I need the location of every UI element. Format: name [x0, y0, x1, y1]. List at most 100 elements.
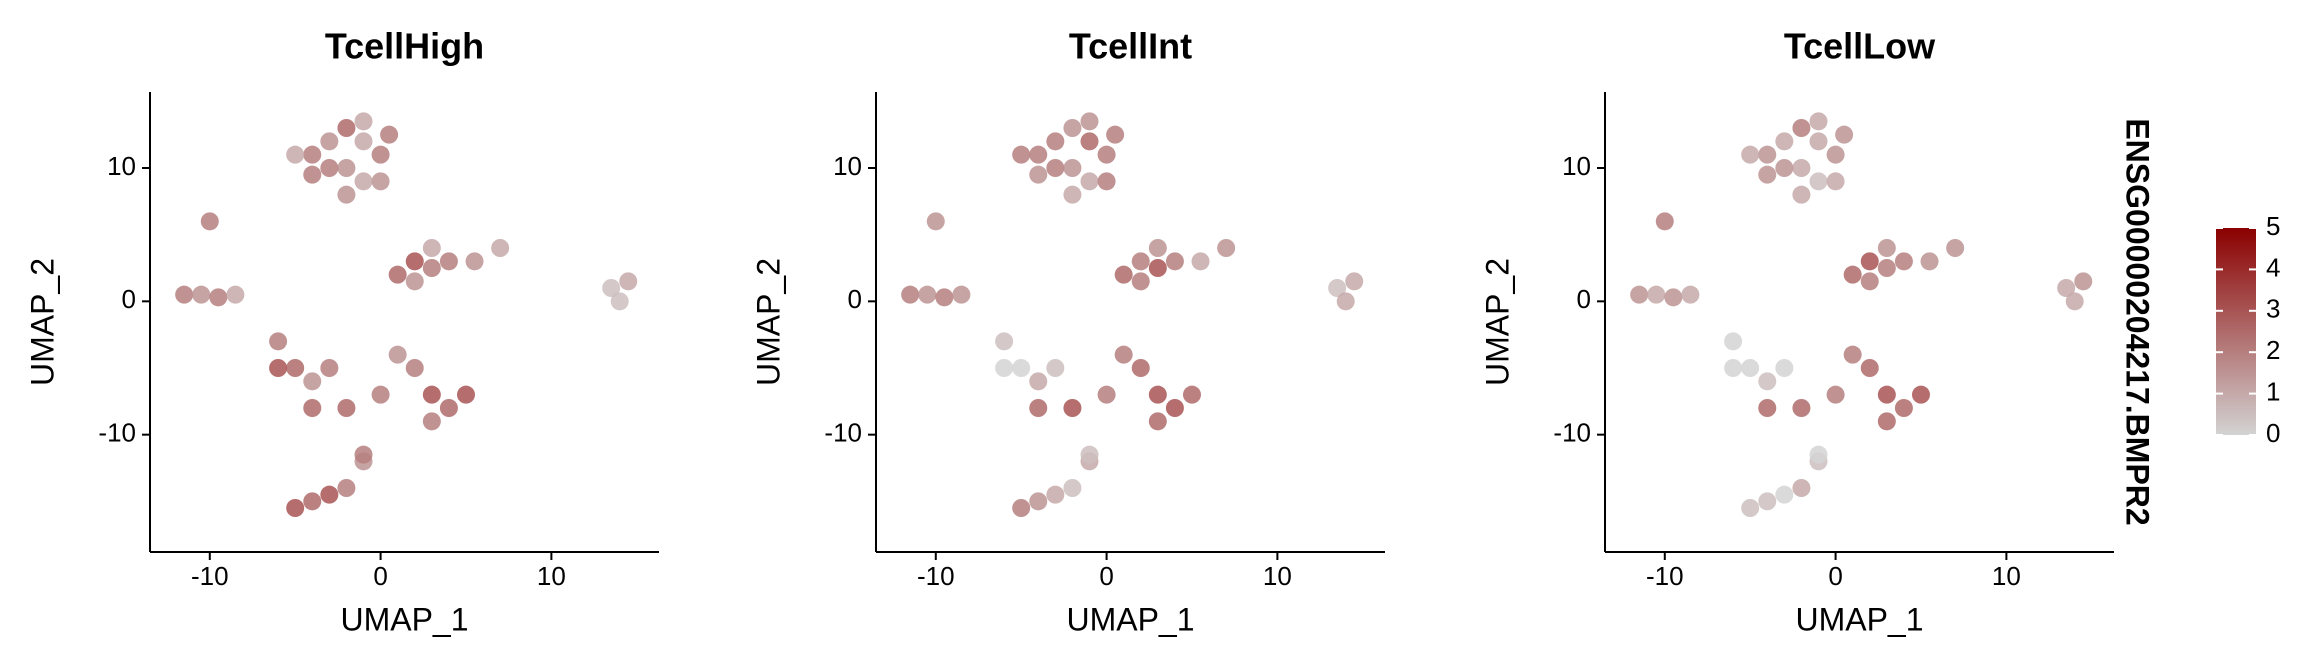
cell-point	[269, 359, 288, 377]
cell-point	[1775, 132, 1794, 151]
cell-point	[1758, 145, 1777, 164]
cell-point	[1681, 285, 1700, 304]
cell-point	[1758, 399, 1777, 417]
cell-point	[1217, 239, 1236, 257]
colorbar-tick-label: 4	[2266, 252, 2280, 282]
cell-point	[918, 285, 937, 304]
cell-point	[1664, 288, 1683, 307]
cell-point	[337, 479, 356, 497]
cell-point	[1191, 252, 1210, 271]
panel-title: TcellInt	[1069, 26, 1192, 67]
cell-point	[1182, 385, 1201, 404]
y-tick-label: 10	[107, 151, 136, 181]
cell-point	[1063, 399, 1082, 417]
cell-point	[1877, 412, 1896, 431]
cell-point	[1131, 252, 1150, 271]
cell-point	[1724, 332, 1743, 351]
x-axis-label: UMAP_1	[1066, 601, 1194, 637]
cell-point	[995, 332, 1014, 351]
colorbar	[2216, 228, 2256, 435]
cell-point	[303, 492, 322, 511]
cell-point	[388, 345, 407, 364]
x-tick-label: -10	[917, 561, 955, 591]
cell-point	[2057, 279, 2076, 297]
cell-point	[303, 372, 322, 391]
cell-point	[388, 265, 407, 284]
cell-point	[926, 212, 945, 231]
cell-point	[303, 145, 322, 164]
cell-point	[320, 359, 339, 377]
cell-point	[175, 285, 194, 304]
cell-point	[1012, 145, 1031, 164]
cell-point	[1775, 485, 1794, 504]
cell-point	[439, 252, 458, 271]
y-tick-label: 0	[848, 284, 862, 314]
cell-point	[1148, 259, 1167, 277]
cell-point	[952, 285, 971, 304]
cell-point	[1647, 285, 1666, 304]
cell-point	[303, 399, 322, 417]
cell-point	[1080, 132, 1099, 151]
cell-point	[320, 485, 339, 504]
colorbar-tick-label: 2	[2266, 335, 2280, 365]
cell-point	[1877, 239, 1896, 257]
cell-point	[491, 239, 510, 257]
cell-point	[1046, 159, 1065, 177]
y-tick-label: 0	[1577, 284, 1591, 314]
cell-point	[337, 399, 356, 417]
cell-point	[209, 288, 228, 307]
panel-title: TcellLow	[1784, 26, 1936, 67]
cell-point	[286, 359, 305, 377]
cell-point	[1741, 145, 1760, 164]
cell-point	[1843, 345, 1862, 364]
cell-point	[371, 172, 390, 191]
cell-point	[405, 359, 424, 377]
cell-point	[1860, 272, 1879, 291]
cell-point	[1792, 479, 1811, 497]
cell-point	[269, 332, 288, 351]
cell-point	[1336, 292, 1355, 311]
y-axis-label: UMAP_2	[24, 258, 60, 386]
x-tick-label: 10	[1263, 561, 1292, 591]
cell-point	[1835, 125, 1854, 144]
x-tick-label: 10	[1992, 561, 2021, 591]
cell-point	[1630, 285, 1649, 304]
cell-point	[354, 112, 373, 131]
cell-point	[1165, 252, 1184, 271]
colorbar-tick-label: 0	[2266, 418, 2280, 448]
cell-point	[1029, 372, 1048, 391]
cell-point	[1328, 279, 1347, 297]
cell-point	[371, 145, 390, 164]
cell-point	[2074, 272, 2093, 291]
cell-point	[1894, 399, 1913, 417]
cell-point	[1792, 159, 1811, 177]
cell-point	[1911, 385, 1930, 404]
cell-point	[901, 285, 920, 304]
cell-point	[1826, 172, 1845, 191]
cell-point	[226, 285, 245, 304]
cell-point	[1131, 272, 1150, 291]
x-tick-label: 0	[1099, 561, 1113, 591]
x-tick-label: 10	[537, 561, 566, 591]
cell-point	[422, 385, 441, 404]
cell-point	[1724, 359, 1743, 377]
cell-point	[1826, 385, 1845, 404]
cell-point	[1809, 445, 1828, 464]
cell-point	[2065, 292, 2084, 311]
x-tick-label: 0	[1828, 561, 1842, 591]
cell-point	[1029, 145, 1048, 164]
cell-point	[1809, 112, 1828, 131]
cell-point	[1741, 359, 1760, 377]
cell-point	[1012, 499, 1031, 517]
cell-point	[303, 165, 322, 184]
y-tick-label: 0	[122, 284, 136, 314]
cell-point	[1809, 172, 1828, 191]
cell-point	[1097, 172, 1116, 191]
cell-point	[610, 292, 629, 311]
cell-point	[1080, 112, 1099, 131]
cell-point	[1046, 485, 1065, 504]
cell-point	[602, 279, 621, 297]
cell-point	[422, 259, 441, 277]
panel-title: TcellHigh	[325, 26, 484, 67]
x-tick-label: 0	[373, 561, 387, 591]
